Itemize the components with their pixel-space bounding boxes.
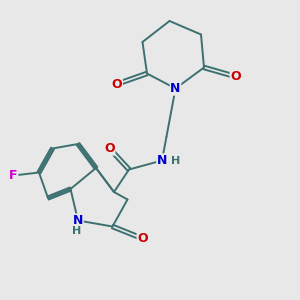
Text: H: H — [72, 226, 81, 236]
Text: F: F — [9, 169, 18, 182]
Text: O: O — [112, 77, 122, 91]
Text: O: O — [137, 232, 148, 245]
Text: O: O — [104, 142, 115, 155]
Text: H: H — [171, 155, 180, 166]
Text: O: O — [230, 70, 241, 83]
Text: N: N — [157, 154, 167, 167]
Text: N: N — [170, 82, 181, 95]
Text: N: N — [73, 214, 83, 227]
